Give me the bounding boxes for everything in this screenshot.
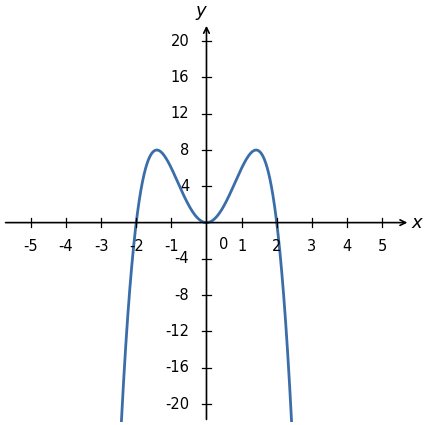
Text: -3: -3 [94, 239, 108, 255]
Text: -4: -4 [175, 252, 190, 266]
Text: 0: 0 [219, 237, 228, 252]
Text: -2: -2 [129, 239, 144, 255]
Text: 5: 5 [377, 239, 387, 255]
Text: 16: 16 [171, 70, 190, 85]
Text: 2: 2 [272, 239, 281, 255]
Text: 4: 4 [180, 179, 190, 194]
Text: y: y [196, 2, 207, 20]
Text: -4: -4 [59, 239, 73, 255]
Text: 20: 20 [170, 34, 190, 48]
Text: -1: -1 [164, 239, 178, 255]
Text: 8: 8 [180, 142, 190, 158]
Text: 1: 1 [237, 239, 246, 255]
Text: -12: -12 [165, 324, 190, 339]
Text: -16: -16 [165, 360, 190, 375]
Text: 12: 12 [171, 106, 190, 121]
Text: 3: 3 [307, 239, 316, 255]
Text: x: x [412, 214, 422, 232]
Text: 4: 4 [342, 239, 351, 255]
Text: -8: -8 [175, 288, 190, 303]
Text: -5: -5 [23, 239, 38, 255]
Text: -20: -20 [165, 397, 190, 411]
